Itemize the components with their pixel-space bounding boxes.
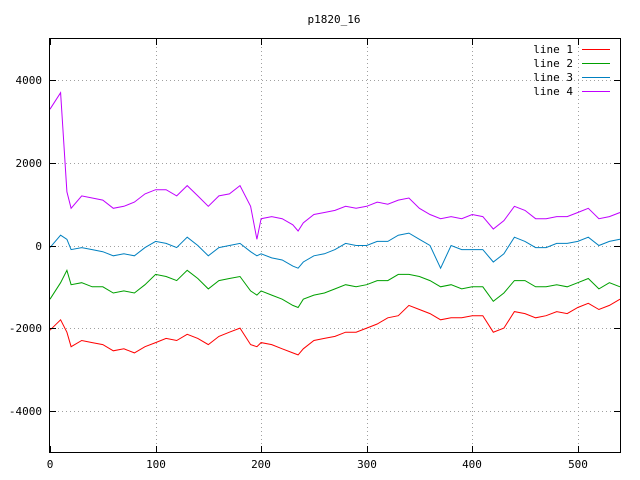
series-lines (49, 91, 621, 356)
legend-label: line 2 (533, 57, 573, 70)
y-tick-label: 4000 (16, 74, 43, 87)
plot-frame (49, 38, 621, 453)
series-line-3 (49, 232, 621, 270)
x-tick-label: 400 (462, 458, 482, 471)
x-tick-label: 100 (146, 458, 166, 471)
legend-label: line 4 (533, 85, 573, 98)
grid (50, 39, 620, 452)
y-tick-label: -2000 (9, 322, 42, 335)
y-tick-label: 2000 (16, 157, 43, 170)
series-line-4 (49, 91, 621, 240)
legend-label: line 1 (533, 43, 573, 56)
chart-title: p1820_16 (308, 13, 361, 26)
legend-label: line 3 (533, 71, 573, 84)
series-line-1 (49, 298, 621, 356)
x-tick-label: 300 (357, 458, 377, 471)
x-tick-label: 500 (568, 458, 588, 471)
x-tick-label: 0 (47, 458, 54, 471)
axis-ticks: 0 100 200 300 400 500 -4000 -2000 0 2000 4000 (9, 39, 620, 471)
y-tick-label: -4000 (9, 405, 42, 418)
y-tick-label: 0 (35, 240, 42, 253)
series-line-2 (49, 268, 621, 309)
x-tick-label: 200 (251, 458, 271, 471)
